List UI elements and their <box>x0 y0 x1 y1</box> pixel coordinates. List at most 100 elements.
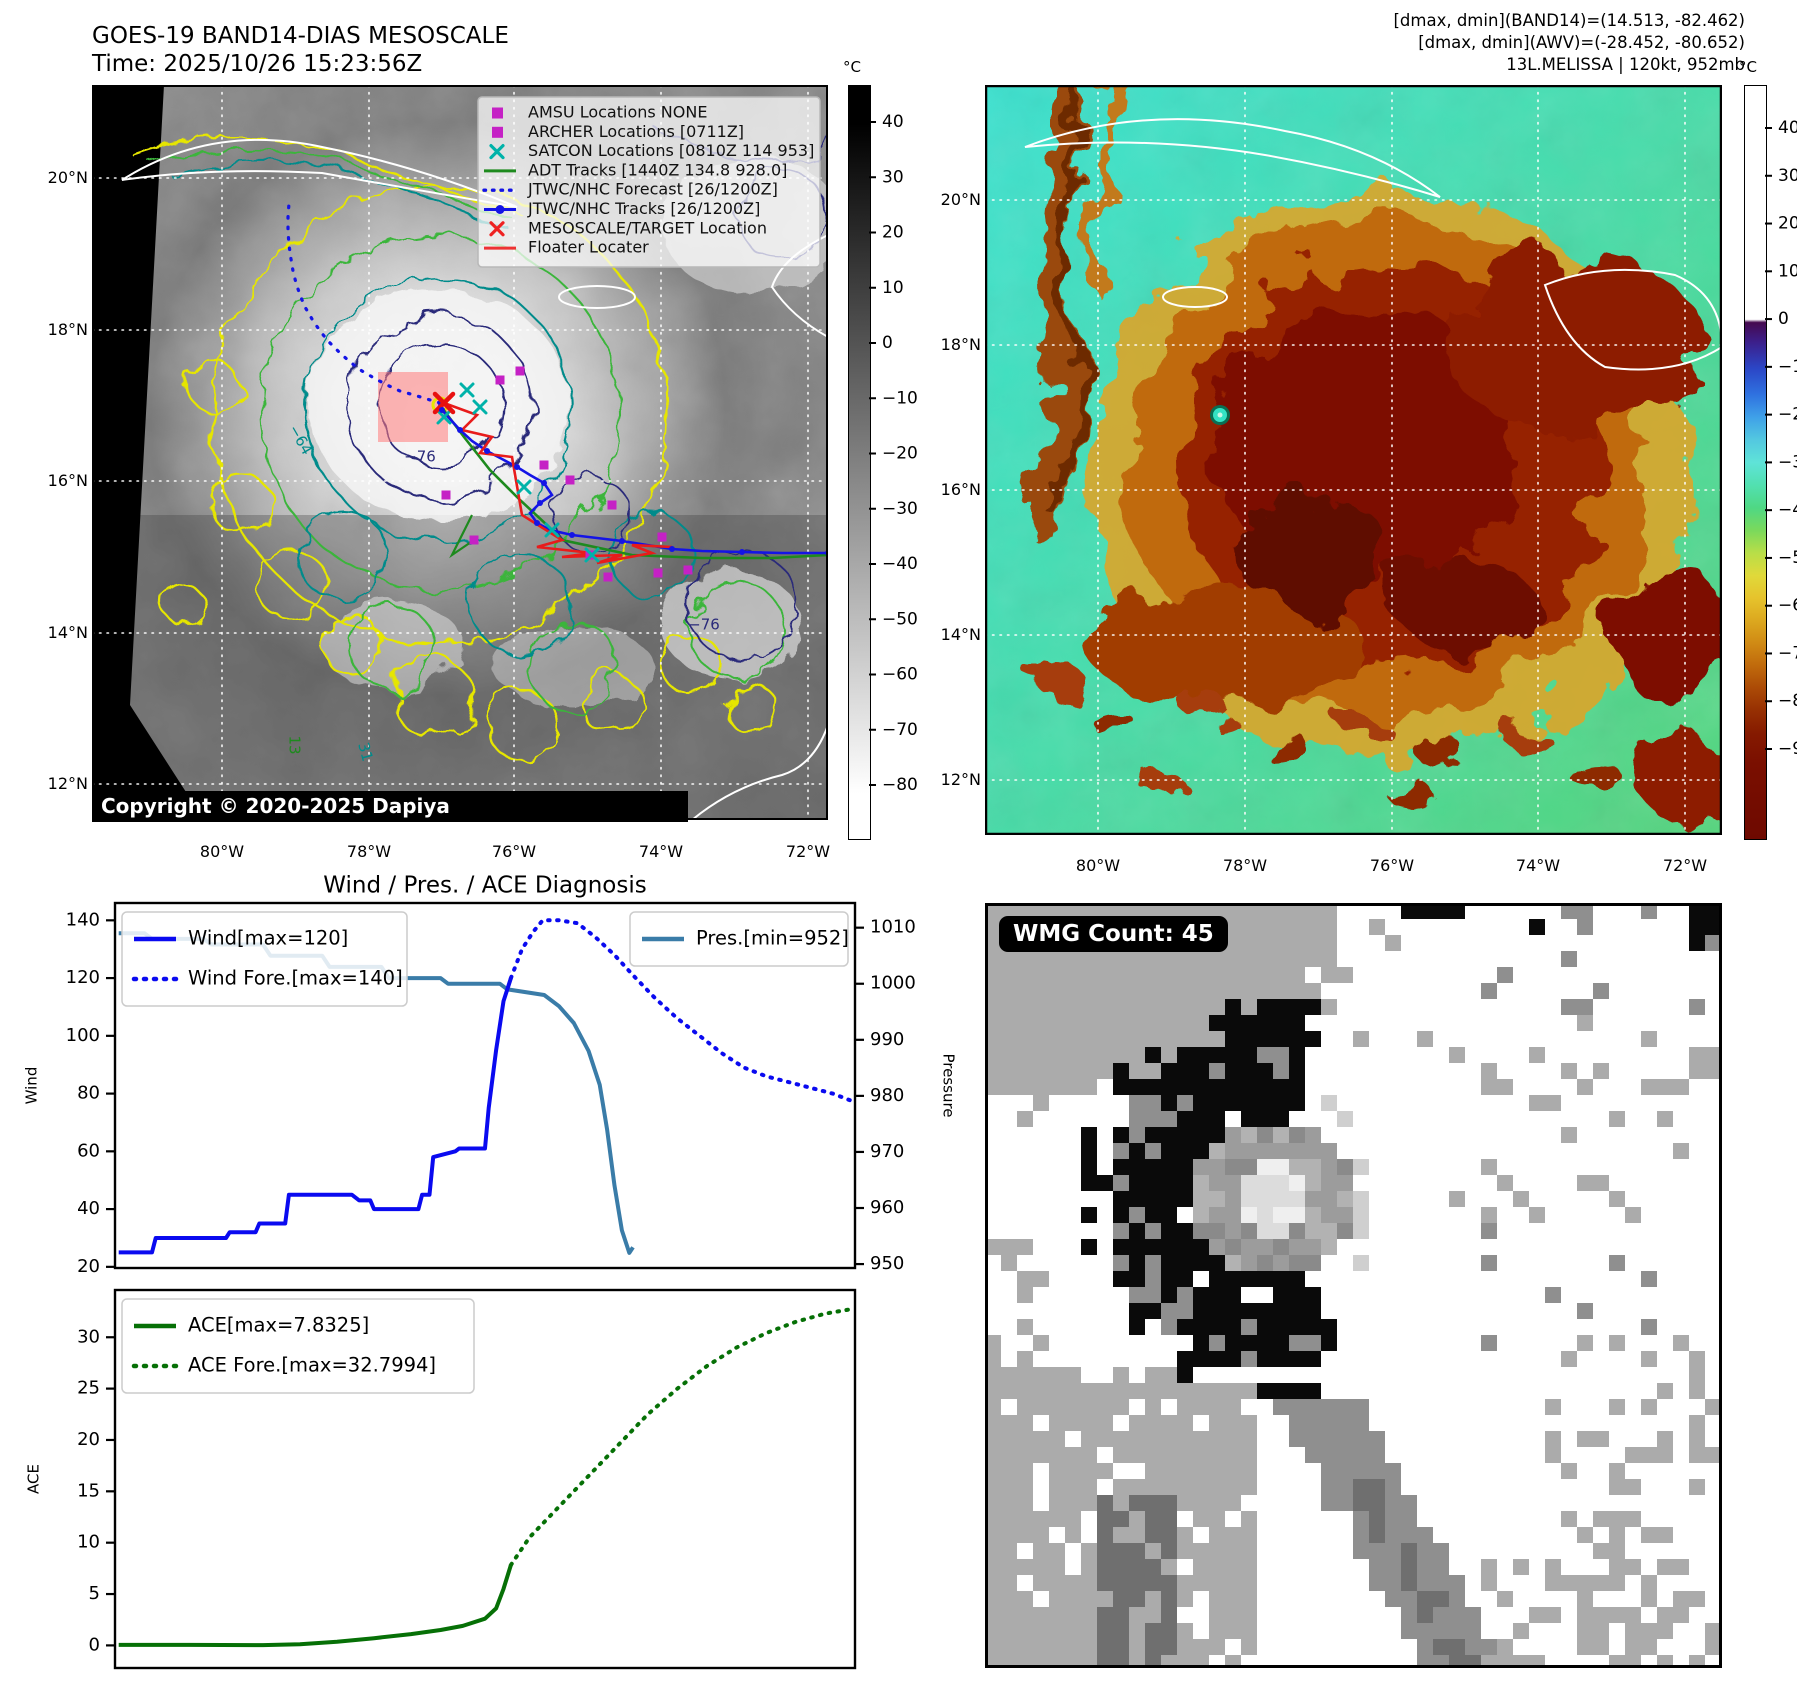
svg-text:MESOSCALE/TARGET Location: MESOSCALE/TARGET Location <box>528 218 767 237</box>
legend-item: ADT Tracks [1440Z 134.8 928.0] <box>484 160 787 179</box>
svg-text:−76: −76 <box>688 616 720 634</box>
chart-axes: Wind / Pres. / ACE Diagnosis 20 40 60 80 100 1… <box>23 873 958 1277</box>
svg-text:60: 60 <box>77 1140 100 1161</box>
awv-header-2: [dmax, dmin](AWV)=(-28.452, -80.652) <box>1418 33 1745 52</box>
band14-title: GOES-19 BAND14-DIAS MESOSCALE <box>92 23 509 49</box>
awv-lat-label: 16°N <box>940 480 981 499</box>
svg-text:−20: −20 <box>882 444 918 464</box>
svg-text:40: 40 <box>77 1198 100 1219</box>
svg-text:970: 970 <box>870 1141 904 1162</box>
svg-text:JTWC/NHC Forecast [26/1200Z]: JTWC/NHC Forecast [26/1200Z] <box>527 180 778 199</box>
band14-lat-label: 12°N <box>47 774 88 793</box>
svg-text:−10: −10 <box>1778 357 1797 377</box>
svg-text:−20: −20 <box>1778 405 1797 425</box>
svg-text:990: 990 <box>870 1029 904 1050</box>
svg-text:20: 20 <box>882 223 904 243</box>
awv-lon-label: 80°W <box>1075 856 1121 875</box>
awv-header-1: [dmax, dmin](BAND14)=(14.513, -82.462) <box>1393 11 1745 30</box>
svg-text:0: 0 <box>89 1634 100 1655</box>
band14-lon-label: 76°W <box>491 842 537 861</box>
chart-legend: ACE[max=7.8325] ACE Fore.[max=32.7994] <box>121 1298 475 1394</box>
svg-text:15: 15 <box>77 1480 100 1501</box>
svg-text:Floater Locater: Floater Locater <box>528 238 649 257</box>
legend-item: JTWC/NHC Forecast [26/1200Z] <box>482 180 778 199</box>
svg-text:−40: −40 <box>882 554 918 574</box>
awv-colorbar <box>1744 85 1767 840</box>
svg-text:80: 80 <box>77 1083 100 1104</box>
svg-text:10: 10 <box>77 1532 100 1553</box>
awv-lat-label: 20°N <box>940 190 981 209</box>
awv-lon-label: 78°W <box>1222 856 1268 875</box>
chart-legend: Pres.[min=952] <box>629 911 849 967</box>
awv-lon-label: 76°W <box>1369 856 1415 875</box>
chart-series <box>118 1306 857 1648</box>
svg-text:−90: −90 <box>1778 739 1797 759</box>
svg-text:−10: −10 <box>882 388 918 408</box>
svg-text:ARCHER Locations [0711Z]: ARCHER Locations [0711Z] <box>528 122 744 141</box>
awv-satellite-map <box>985 85 1722 835</box>
svg-text:140: 140 <box>66 909 100 930</box>
svg-text:−50: −50 <box>1778 548 1797 568</box>
band14-time: Time: 2025/10/26 15:23:56Z <box>92 51 423 77</box>
svg-text:0: 0 <box>882 333 893 353</box>
svg-text:−80: −80 <box>882 775 918 795</box>
svg-text:−60: −60 <box>882 665 918 685</box>
storm-status: 13L.MELISSA | 120kt, 952mb <box>1506 55 1745 74</box>
mesoscale-target-box <box>378 372 448 442</box>
storm-eye <box>1210 405 1230 425</box>
swath-edge <box>92 85 204 820</box>
colorbar2-unit: °C <box>1739 58 1757 76</box>
svg-text:20: 20 <box>77 1429 100 1450</box>
svg-text:Pres.[min=952]: Pres.[min=952] <box>696 927 849 950</box>
map-gridlines <box>92 85 828 820</box>
svg-text:ADT Tracks [1440Z 134.8 928.0]: ADT Tracks [1440Z 134.8 928.0] <box>528 160 787 179</box>
svg-text:5: 5 <box>89 1583 100 1604</box>
svg-text:100: 100 <box>66 1025 100 1046</box>
svg-text:1000: 1000 <box>870 973 916 994</box>
svg-text:980: 980 <box>870 1085 904 1106</box>
band14-lon-label: 74°W <box>638 842 684 861</box>
svg-text:40: 40 <box>882 112 904 132</box>
svg-text:120: 120 <box>66 967 100 988</box>
colorbar1-unit: °C <box>843 58 861 76</box>
awv-lat-label: 14°N <box>940 625 981 644</box>
svg-text:25: 25 <box>77 1378 100 1399</box>
fix-markers <box>432 366 828 582</box>
svg-text:JTWC/NHC Tracks [26/1200Z]: JTWC/NHC Tracks [26/1200Z] <box>527 199 760 218</box>
svg-text:30: 30 <box>1778 166 1797 186</box>
dry-slot-plume <box>1025 85 1121 539</box>
band14-lon-label: 80°W <box>199 842 245 861</box>
svg-text:ACE: ACE <box>25 1464 43 1494</box>
svg-text:−70: −70 <box>1778 643 1797 663</box>
svg-text:Wind: Wind <box>23 1067 41 1105</box>
wmg-count-badge: WMG Count: 45 <box>999 916 1228 952</box>
svg-text:950: 950 <box>870 1253 904 1274</box>
svg-text:−30: −30 <box>882 499 918 519</box>
awv-lon-label: 72°W <box>1662 856 1708 875</box>
svg-text:Pressure: Pressure <box>940 1053 958 1117</box>
band14-lat-label: 14°N <box>47 623 88 642</box>
svg-text:30: 30 <box>882 167 904 187</box>
svg-text:Wind / Pres. / ACE Diagnosis: Wind / Pres. / ACE Diagnosis <box>323 873 646 899</box>
svg-text:40: 40 <box>1778 118 1797 138</box>
legend-item: AMSU Locations NONE <box>492 103 707 122</box>
svg-text:31: 31 <box>354 740 376 763</box>
chart-legend: Wind[max=120] Wind Fore.[max=140] <box>121 911 408 1007</box>
legend-item: JTWC/NHC Tracks [26/1200Z] <box>484 199 760 218</box>
svg-text:−30: −30 <box>1778 452 1797 472</box>
svg-text:Wind Fore.[max=140]: Wind Fore.[max=140] <box>188 967 403 990</box>
svg-text:1010: 1010 <box>870 917 916 938</box>
band14-lon-label: 72°W <box>785 842 831 861</box>
svg-text:13: 13 <box>286 735 304 754</box>
svg-text:10: 10 <box>882 278 904 298</box>
band14-lat-label: 16°N <box>47 471 88 490</box>
awv-lat-label: 18°N <box>940 335 981 354</box>
svg-text:10: 10 <box>1778 261 1797 281</box>
ace-chart: 0 5 10 15 20 25 30 ACE ACE[max=7.8325] ACE Fore.[… <box>25 1288 857 1670</box>
storm-cloud-mass <box>1085 193 1705 757</box>
svg-text:−76: −76 <box>404 448 436 466</box>
svg-text:ACE Fore.[max=32.7994]: ACE Fore.[max=32.7994] <box>188 1354 436 1377</box>
